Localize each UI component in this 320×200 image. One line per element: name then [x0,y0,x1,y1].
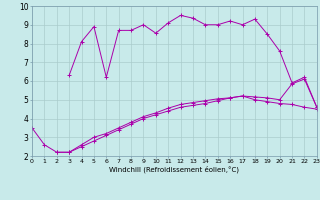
X-axis label: Windchill (Refroidissement éolien,°C): Windchill (Refroidissement éolien,°C) [109,166,239,173]
